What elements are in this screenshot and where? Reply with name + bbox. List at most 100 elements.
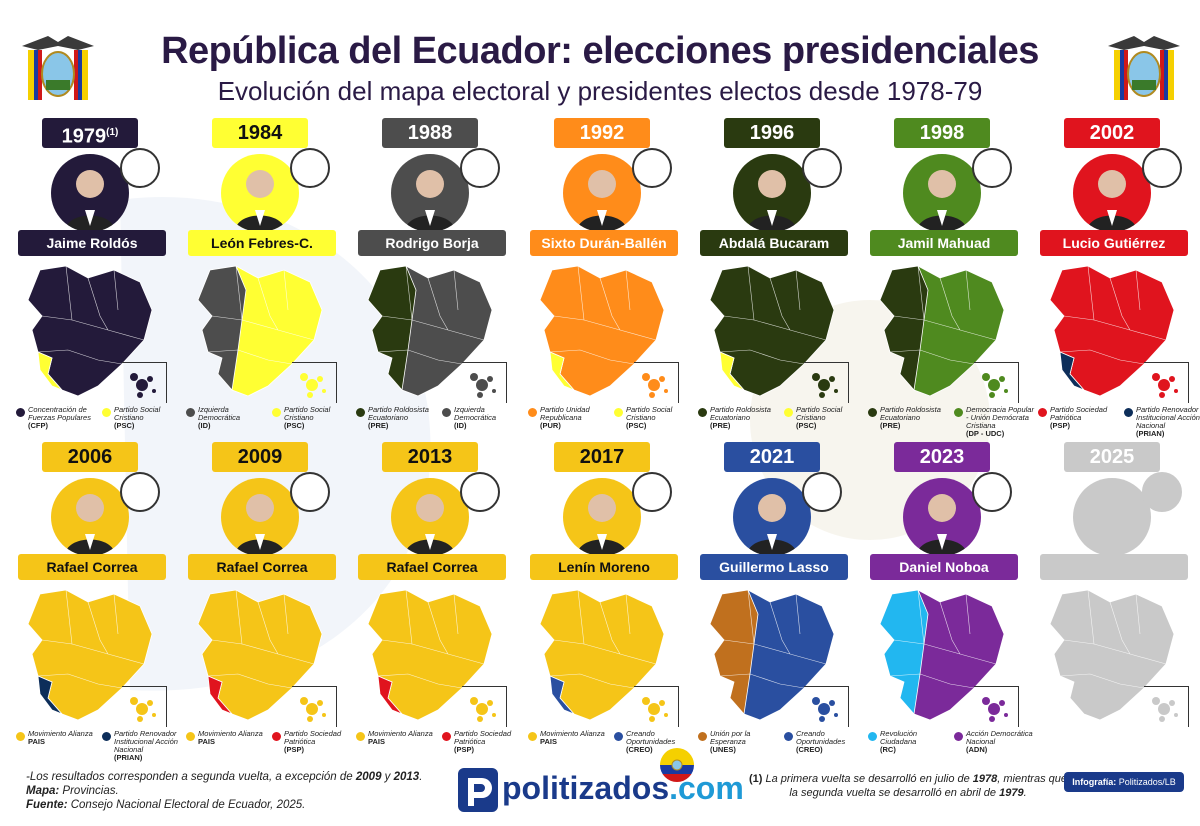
party-logo xyxy=(632,472,672,512)
president-name: Rodrigo Borja xyxy=(358,230,506,256)
legend-swatch xyxy=(16,732,25,741)
map-minor-region xyxy=(37,675,63,715)
party-logo xyxy=(1142,148,1182,188)
person-silhouette-icon xyxy=(917,170,967,232)
brand-main: politizados xyxy=(502,770,670,806)
person-silhouette-icon xyxy=(1073,478,1151,556)
source-value: Consejo Nacional Electoral de Ecuador, 2… xyxy=(67,799,306,811)
president-name xyxy=(1040,554,1188,580)
galapagos-inset xyxy=(122,362,167,403)
legend-label: Partido Social Cristiano (PSC) xyxy=(114,406,186,430)
map-minor-region xyxy=(719,351,745,391)
galapagos-islands xyxy=(642,697,668,722)
legend-party-abbr: (PSC) xyxy=(284,421,305,430)
legend-party-name: Partido Social Cristiano xyxy=(284,405,331,422)
note-text: -Los resultados corresponden a segunda v… xyxy=(26,771,356,783)
year-badge: 2017 xyxy=(554,442,650,472)
legend-party-abbr: (RC) xyxy=(880,745,896,754)
legend-party-name: Partido Roldosista Ecuatoriano xyxy=(880,405,941,422)
ecuador-coat-of-arms-icon xyxy=(1108,36,1180,100)
person-silhouette-icon xyxy=(235,494,285,556)
year-badge: 1996 xyxy=(724,118,820,148)
page-subtitle: Evolución del mapa electoral y president… xyxy=(217,76,983,106)
footer-notes: -Los resultados corresponden a segunda v… xyxy=(26,770,456,812)
legend-label: Partido Social Cristiano (PSC) xyxy=(796,406,868,430)
province-map xyxy=(18,584,158,724)
ecuador-map xyxy=(367,265,493,397)
president-portrait xyxy=(1073,478,1151,556)
legend-party-abbr: (ID) xyxy=(454,421,467,430)
party-logo xyxy=(460,148,500,188)
legend-swatch xyxy=(16,408,25,417)
province-map xyxy=(188,584,328,724)
province-borders xyxy=(207,265,315,365)
legend-party-name: Partido Social Cristiano xyxy=(796,405,843,422)
legend-swatch xyxy=(272,408,281,417)
legend-swatch xyxy=(186,408,195,417)
party-logo xyxy=(972,472,1012,512)
legend-party-abbr: (PSP) xyxy=(1050,421,1071,430)
ecuador-map xyxy=(539,589,665,721)
legend-label: Partido Sociedad Patriótica (PSP) xyxy=(1050,406,1122,430)
party-logo xyxy=(120,148,160,188)
legend-swatch xyxy=(528,732,537,741)
galapagos-inset xyxy=(462,362,507,403)
legend-label: Unión por la Esperanza (UNES) xyxy=(710,730,782,754)
legend-swatch xyxy=(784,408,793,417)
galapagos-islands xyxy=(812,697,838,722)
legend-party-name: Movimiento Alianza xyxy=(540,729,605,738)
legend-label: Democracia Popular - Unión Demócrata Cri… xyxy=(966,406,1038,438)
president-name: Rafael Correa xyxy=(358,554,506,580)
legend-swatch xyxy=(356,408,365,417)
province-map xyxy=(18,260,158,400)
note-text: y xyxy=(381,771,394,783)
person-silhouette-icon xyxy=(65,170,115,232)
legend-party-name: Partido Sociedad Patriótica xyxy=(284,729,342,746)
legend-party-name: Partido Social Cristiano xyxy=(626,405,673,422)
province-map xyxy=(700,260,840,400)
president-portrait xyxy=(903,478,981,556)
president-portrait xyxy=(733,154,811,232)
legend-swatch xyxy=(102,732,111,741)
legend-party-abbr: (CFP) xyxy=(28,421,48,430)
year-text: 2013 xyxy=(407,446,453,468)
legend-label: Izquierda Democrática (ID) xyxy=(198,406,270,430)
footnote-year: 1979 xyxy=(999,787,1024,799)
legend-party-abbr: PAIS xyxy=(198,737,215,746)
map-base-region xyxy=(197,589,323,721)
person-silhouette-icon xyxy=(1087,170,1137,232)
galapagos-inset xyxy=(974,362,1019,403)
party-logo xyxy=(972,148,1012,188)
year-badge: 1979(1) xyxy=(42,118,138,148)
legend-label: Partido Renovador Institucional Acción N… xyxy=(1136,406,1200,438)
galapagos-islands xyxy=(982,373,1008,398)
year-badge: 2023 xyxy=(894,442,990,472)
brand-wordmark: politizados.com xyxy=(502,770,744,807)
legend-swatch xyxy=(784,732,793,741)
galapagos-islands xyxy=(470,373,496,398)
ecuador-map xyxy=(197,265,323,397)
president-name: Rafael Correa xyxy=(188,554,336,580)
footnote-year: 1978 xyxy=(972,773,998,785)
legend-party-abbr: PAIS xyxy=(28,737,45,746)
galapagos-islands xyxy=(982,697,1008,722)
legend-party-abbr: (CREO) xyxy=(796,745,823,754)
president-portrait xyxy=(903,154,981,232)
party-logo xyxy=(802,472,842,512)
legend-label: Partido Renovador Institucional Acción N… xyxy=(114,730,186,762)
legend-party-name: Unión por la Esperanza xyxy=(710,729,751,746)
legend-label: Izquierda Democrática (ID) xyxy=(454,406,526,430)
galapagos-inset xyxy=(974,686,1019,727)
legend-label: Partido Sociedad Patriótica (PSP) xyxy=(284,730,356,754)
map-minor-region xyxy=(1059,351,1085,391)
legend-label: Partido Social Cristiano (PSC) xyxy=(284,406,356,430)
legend-label: Partido Sociedad Patriótica (PSP) xyxy=(454,730,526,754)
legend-party-name: Movimiento Alianza xyxy=(28,729,93,738)
galapagos-islands xyxy=(470,697,496,722)
legend-party-abbr: (PRE) xyxy=(880,421,901,430)
map-note: Mapa: Provincias. xyxy=(26,784,456,798)
party-logo xyxy=(290,472,330,512)
president-portrait xyxy=(221,154,299,232)
province-map xyxy=(358,584,498,724)
year-badge: 2002 xyxy=(1064,118,1160,148)
